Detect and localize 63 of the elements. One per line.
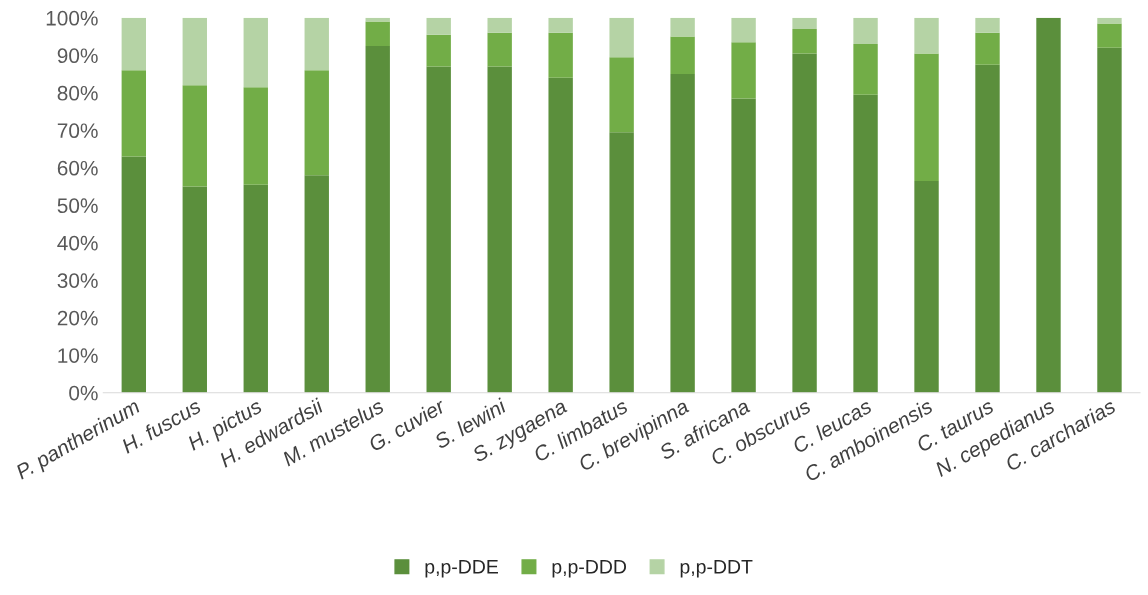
bar xyxy=(243,17,268,88)
bar xyxy=(304,175,329,393)
y-tick-label: 60% xyxy=(57,160,98,176)
bar xyxy=(426,17,451,35)
bar xyxy=(182,85,207,187)
bar xyxy=(1036,17,1061,393)
bar xyxy=(670,36,695,75)
bar xyxy=(487,32,512,67)
bar xyxy=(792,53,817,393)
bar xyxy=(365,17,390,22)
bar xyxy=(731,17,756,43)
bar xyxy=(975,32,1000,65)
legend-label: p,p-DDT xyxy=(680,560,753,578)
bar xyxy=(548,17,573,33)
y-tick-label: 90% xyxy=(57,48,98,64)
bar xyxy=(365,21,390,46)
bar xyxy=(609,132,634,393)
y-tick-label: 100% xyxy=(46,10,98,26)
y-tick-label: 10% xyxy=(58,348,98,363)
bar xyxy=(670,17,695,37)
legend-label: p,p-DDE xyxy=(425,560,498,578)
bar xyxy=(121,17,147,71)
bar xyxy=(548,77,573,393)
bar xyxy=(243,184,268,393)
bar xyxy=(914,53,939,181)
bar xyxy=(182,17,207,86)
bar xyxy=(853,94,878,393)
bar xyxy=(792,29,817,54)
bar xyxy=(121,156,147,393)
bar xyxy=(731,42,756,99)
bar xyxy=(975,17,1000,33)
bar xyxy=(426,66,451,393)
bar xyxy=(731,98,756,393)
y-tick-label: 30% xyxy=(57,273,98,288)
bar xyxy=(609,57,634,133)
legend-label: p,p-DDD xyxy=(552,560,627,578)
y-tick-label: 50% xyxy=(57,198,98,214)
bar xyxy=(609,17,634,58)
bar xyxy=(792,17,817,30)
bar xyxy=(914,17,939,54)
bar xyxy=(182,186,207,393)
bar xyxy=(853,17,878,45)
bar xyxy=(975,64,1000,393)
y-tick-label: 40% xyxy=(57,235,98,251)
bar xyxy=(670,74,695,393)
bar xyxy=(304,17,329,71)
bar xyxy=(304,70,329,176)
bar xyxy=(853,44,878,95)
bar xyxy=(548,32,573,78)
bar xyxy=(121,70,147,157)
bar xyxy=(426,34,451,67)
y-tick-label: 20% xyxy=(57,310,98,326)
y-tick-label: 70% xyxy=(57,123,98,139)
bar xyxy=(243,87,268,185)
y-tick-label: 0% xyxy=(69,385,98,401)
bar xyxy=(1097,17,1122,24)
bar xyxy=(1097,47,1122,393)
bar xyxy=(1097,23,1122,48)
bar xyxy=(914,180,939,393)
bar xyxy=(365,45,390,393)
bar xyxy=(487,17,512,33)
bar xyxy=(487,66,512,393)
y-tick-label: 80% xyxy=(57,85,98,101)
